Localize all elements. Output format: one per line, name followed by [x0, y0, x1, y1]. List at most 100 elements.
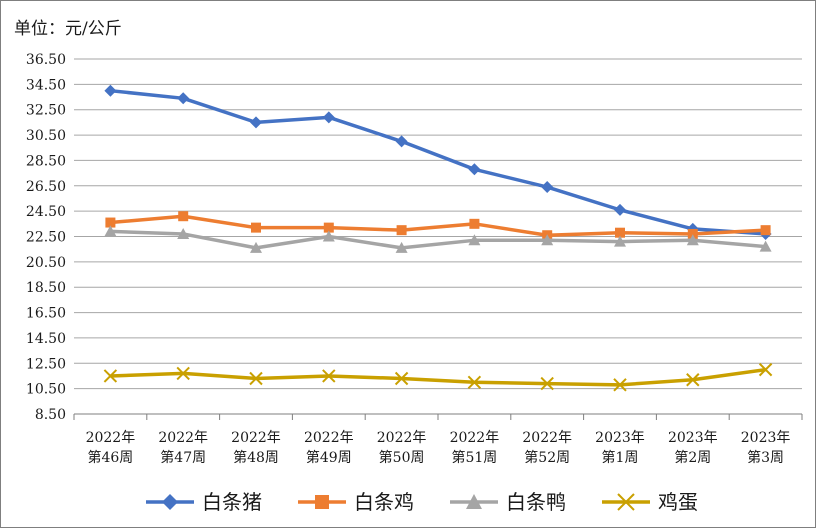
data-point: [541, 181, 554, 194]
series-lines: [103, 84, 773, 392]
data-point: [104, 225, 117, 237]
y-tick-label: 22.50: [26, 230, 66, 246]
y-tick-label: 26.50: [26, 179, 66, 195]
series-line: [110, 229, 766, 250]
y-tick-label: 8.50: [35, 407, 66, 423]
y-tick-label: 10.50: [26, 382, 66, 398]
legend-label: 白条猪: [202, 490, 262, 514]
data-point: [686, 234, 699, 246]
data-point: [469, 218, 480, 229]
data-point: [468, 163, 481, 176]
x-tick-label: 第50周: [379, 449, 425, 466]
series-line: [110, 88, 766, 236]
legend-item: 鸡蛋: [602, 490, 698, 514]
y-tick-label: 34.50: [26, 77, 66, 93]
x-tick-label: 2022年: [158, 430, 208, 446]
data-point: [614, 235, 626, 247]
x-tick-label: 第49周: [306, 449, 352, 466]
y-tick-label: 20.50: [26, 255, 66, 271]
y-tick-label: 28.50: [26, 153, 66, 169]
legend-item: 白条猪: [146, 490, 262, 514]
data-point: [250, 241, 262, 253]
series-鸡蛋: [103, 362, 773, 392]
x-tick-label: 2022年: [450, 430, 500, 446]
data-point: [615, 227, 625, 238]
data-point: [468, 234, 481, 246]
x-tick-label: 第1周: [602, 449, 639, 466]
data-point: [250, 116, 262, 129]
series-白条猪: [104, 84, 772, 240]
data-point: [322, 230, 335, 242]
x-tick-label: 第47周: [160, 449, 206, 466]
x-tick-label: 第46周: [87, 449, 133, 466]
data-point: [759, 240, 772, 252]
x-tick-label: 第2周: [674, 449, 711, 466]
x-tick-label: 第52周: [524, 449, 570, 466]
data-point: [104, 84, 117, 97]
legend: 白条猪 白条鸡 白条鸭 鸡蛋: [146, 490, 698, 514]
y-tick-label: 18.50: [26, 280, 66, 296]
x-tick-label: 2022年: [304, 430, 354, 446]
legend-label: 白条鸡: [354, 490, 414, 514]
data-point: [177, 92, 190, 105]
y-tick-label: 24.50: [26, 204, 66, 220]
data-point: [687, 228, 698, 239]
data-point: [251, 222, 261, 233]
data-point: [178, 211, 189, 222]
data-point: [176, 366, 190, 381]
data-point: [613, 378, 627, 392]
data-point: [105, 217, 116, 228]
data-point: [323, 222, 334, 233]
x-tick-label: 2023年: [741, 430, 791, 446]
data-point: [162, 494, 178, 510]
data-point: [177, 227, 190, 239]
data-point: [322, 369, 336, 383]
x-tick-label: 2023年: [595, 430, 645, 446]
data-point: [540, 376, 554, 391]
data-point: [249, 371, 263, 386]
data-point: [103, 369, 118, 383]
x-tick-label: 2022年: [86, 430, 136, 446]
y-axis-ticks: 8.50 10.50 12.50 14.50 16.50 18.50 20.50 22.50 2…: [26, 52, 66, 423]
data-point: [466, 494, 482, 509]
data-point: [315, 495, 329, 509]
data-point: [396, 225, 407, 236]
y-tick-label: 30.50: [26, 128, 66, 144]
legend-item: 白条鸡: [298, 490, 414, 514]
x-tick-label: 第48周: [233, 449, 279, 466]
data-point: [395, 135, 408, 148]
x-tick-label: 第51周: [451, 449, 497, 466]
y-tick-label: 12.50: [26, 356, 66, 372]
data-point: [760, 225, 771, 236]
data-point: [395, 241, 408, 253]
data-point: [322, 111, 335, 124]
series-白条鸡: [105, 211, 771, 241]
x-tick-label: 2022年: [231, 430, 281, 446]
y-tick-label: 14.50: [26, 331, 66, 347]
data-point: [758, 362, 773, 377]
series-line: [110, 214, 766, 237]
x-tick-label: 2022年: [522, 430, 572, 446]
x-tick-label: 2023年: [668, 430, 718, 446]
data-point: [394, 371, 409, 386]
y-tick-label: 32.50: [26, 103, 66, 119]
data-point: [467, 375, 482, 390]
data-point: [541, 234, 554, 246]
series-line: [110, 367, 766, 387]
y-tick-label: 16.50: [26, 306, 66, 322]
x-tick-label: 第3周: [747, 449, 784, 466]
series-白条鸭: [104, 225, 772, 253]
data-point: [617, 493, 635, 511]
y-tick-label: 36.50: [26, 52, 66, 68]
data-point: [614, 203, 626, 216]
x-tick-label: 2022年: [377, 430, 427, 446]
unit-label: 单位：元/公斤: [14, 19, 122, 39]
legend-label: 鸡蛋: [658, 490, 698, 514]
legend-label: 白条鸭: [506, 490, 566, 514]
data-point: [686, 373, 700, 387]
legend-item: 白条鸭: [450, 490, 566, 514]
gridlines: [74, 58, 802, 415]
